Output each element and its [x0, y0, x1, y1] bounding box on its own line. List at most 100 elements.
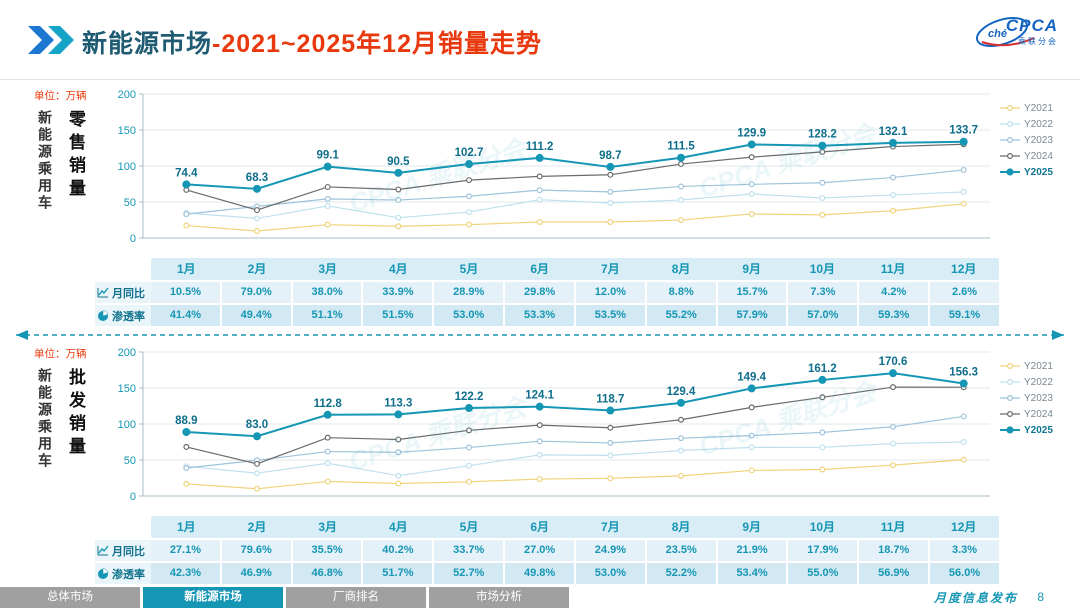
month-label: 8月	[671, 262, 691, 276]
wholesale-side-labels: 单位：万辆 新能源乘用车 批发销量	[30, 344, 95, 584]
stats-value: 3.3%	[930, 540, 999, 561]
chart-legend: Y2021 Y2022 Y2023 Y2024 Y2025	[1000, 344, 1075, 584]
month-axis: 1月 2月 3月 4月 5月 6月 7月 8月 9月 10月 11月 12月	[151, 258, 999, 280]
svg-text:132.1: 132.1	[879, 126, 908, 138]
wholesale-chart-section: 单位：万辆 新能源乘用车 批发销量 0 50 100 150 200 88.9 83.0 11…	[30, 344, 1075, 584]
publication-label: 月度信息发布	[933, 591, 1018, 605]
month-label: 12月	[951, 520, 977, 534]
month-label: 2月	[247, 262, 267, 276]
legend-item-Y2023: Y2023	[1000, 390, 1075, 406]
page-number: 8	[1037, 590, 1044, 604]
stats-value: 46.9%	[221, 563, 293, 584]
legend-item-Y2022: Y2022	[1000, 374, 1075, 390]
stats-row-label: 月同比	[95, 540, 151, 561]
legend-label: Y2021	[1024, 102, 1053, 114]
footer-tab-总体市场[interactable]: 总体市场	[0, 587, 140, 608]
stats-value: 57.9%	[717, 305, 789, 326]
stats-value: 12.0%	[575, 282, 647, 303]
title-chevrons-icon	[28, 26, 74, 54]
retail-side-labels: 单位：万辆 新能源乘用车 零售销量	[30, 86, 95, 326]
month-label: 10月	[809, 262, 836, 276]
svg-text:50: 50	[124, 197, 136, 209]
stats-value: 17.9%	[788, 540, 860, 561]
legend-marker-icon	[1000, 394, 1020, 402]
pie-chart-icon	[98, 309, 109, 321]
stats-value: 52.2%	[646, 563, 718, 584]
month-label: 3月	[318, 262, 338, 276]
footer-tabs: 总体市场 新能源市场 厂商排名 市场分析	[0, 587, 569, 608]
svg-text:90.5: 90.5	[387, 156, 410, 168]
footer-tab-市场分析[interactable]: 市场分析	[429, 587, 569, 608]
stats-value: 10.5%	[151, 282, 222, 303]
wholesale-line-chart: 0 50 100 150 200 88.9 83.0 112.8 113.3 122.2 124.1…	[118, 347, 990, 503]
stats-value: 23.5%	[646, 540, 718, 561]
svg-text:100: 100	[118, 161, 136, 173]
svg-text:111.2: 111.2	[526, 141, 554, 153]
pie-chart-icon	[98, 567, 109, 579]
legend-item-Y2025: Y2025	[1000, 422, 1075, 438]
stats-value: 53.3%	[505, 305, 576, 326]
stats-value: 51.7%	[363, 563, 435, 584]
month-label: 7月	[601, 262, 620, 276]
stats-row-月同比: 月同比 27.1% 79.6% 35.5% 40.2% 33.7% 27.0% 24.9% 23…	[95, 540, 1000, 561]
svg-text:122.2: 122.2	[455, 391, 484, 403]
stats-row-label: 渗透率	[95, 563, 151, 584]
stats-value: 49.8%	[505, 563, 576, 584]
svg-text:102.7: 102.7	[455, 147, 484, 159]
month-label: 7月	[601, 520, 620, 534]
page-title: 新能源市场-2021~2025年12月销量走势	[82, 24, 542, 60]
stats-value: 56.0%	[930, 563, 999, 584]
stats-value: 59.1%	[930, 305, 999, 326]
svg-text:133.7: 133.7	[949, 125, 978, 137]
metric-label: 零售销量	[66, 110, 85, 202]
month-label: 9月	[742, 262, 762, 276]
legend-marker-icon	[1000, 426, 1020, 434]
unit-label: 单位：万辆	[34, 90, 87, 102]
svg-text:74.4: 74.4	[175, 167, 198, 179]
legend-label: Y2023	[1024, 134, 1053, 146]
stats-table: 月同比 10.5% 79.0% 38.0% 33.9% 28.9% 29.8% 12.0% 8.…	[95, 282, 1000, 326]
stats-table: 月同比 27.1% 79.6% 35.5% 40.2% 33.7% 27.0% 24.9% 23…	[95, 540, 1000, 584]
stats-value: 55.2%	[646, 305, 718, 326]
stats-value: 29.8%	[505, 282, 576, 303]
stats-value: 59.3%	[859, 305, 931, 326]
cpca-logo: ché CPCA 乘联分会	[972, 12, 1062, 56]
legend-item-Y2023: Y2023	[1000, 132, 1075, 148]
month-label: 1月	[176, 520, 196, 534]
svg-text:124.1: 124.1	[525, 390, 554, 402]
legend-item-Y2024: Y2024	[1000, 148, 1075, 164]
stats-row-label: 渗透率	[95, 305, 151, 326]
cpca-logo-text: CPCA	[1005, 16, 1058, 35]
svg-text:0: 0	[130, 233, 136, 245]
stats-value: 21.9%	[717, 540, 789, 561]
month-label: 4月	[389, 520, 408, 534]
svg-text:111.5: 111.5	[667, 141, 695, 153]
svg-text:161.2: 161.2	[808, 363, 837, 375]
stats-value: 4.2%	[859, 282, 931, 303]
legend-label: Y2021	[1024, 360, 1053, 372]
svg-text:99.1: 99.1	[316, 150, 339, 162]
stats-value: 35.5%	[292, 540, 364, 561]
stats-value: 41.4%	[151, 305, 222, 326]
cpca-logo-subtext: 乘联分会	[1018, 37, 1058, 46]
footer-tab-新能源市场[interactable]: 新能源市场	[143, 587, 283, 608]
footer-tab-厂商排名[interactable]: 厂商排名	[286, 587, 426, 608]
month-label: 2月	[247, 520, 267, 534]
svg-text:100: 100	[118, 419, 136, 431]
stats-value: 27.1%	[151, 540, 222, 561]
month-label: 3月	[318, 520, 338, 534]
stats-value: 28.9%	[434, 282, 506, 303]
line-chart-icon	[97, 545, 109, 555]
legend-label: Y2025	[1024, 424, 1053, 436]
legend-item-Y2022: Y2022	[1000, 116, 1075, 132]
stats-value: 55.0%	[788, 563, 860, 584]
retail-plot-zone: 0 50 100 150 200 74.4 68.3 99.1 90.5 102.7 111.2 98…	[95, 86, 1000, 326]
header: 新能源市场-2021~2025年12月销量走势 ché CPCA 乘联分会	[0, 0, 1080, 80]
stats-value: 33.7%	[434, 540, 506, 561]
legend-label: Y2024	[1024, 150, 1053, 162]
legend-marker-icon	[1000, 120, 1020, 128]
line-chart-icon	[97, 287, 109, 297]
retail-chart-section: 单位：万辆 新能源乘用车 零售销量 0 50 100 150 200 74.4 68.3 99…	[30, 86, 1075, 326]
page-title-secondary: -2021~2025年12月销量走势	[212, 30, 542, 58]
legend-marker-icon	[1000, 152, 1020, 160]
